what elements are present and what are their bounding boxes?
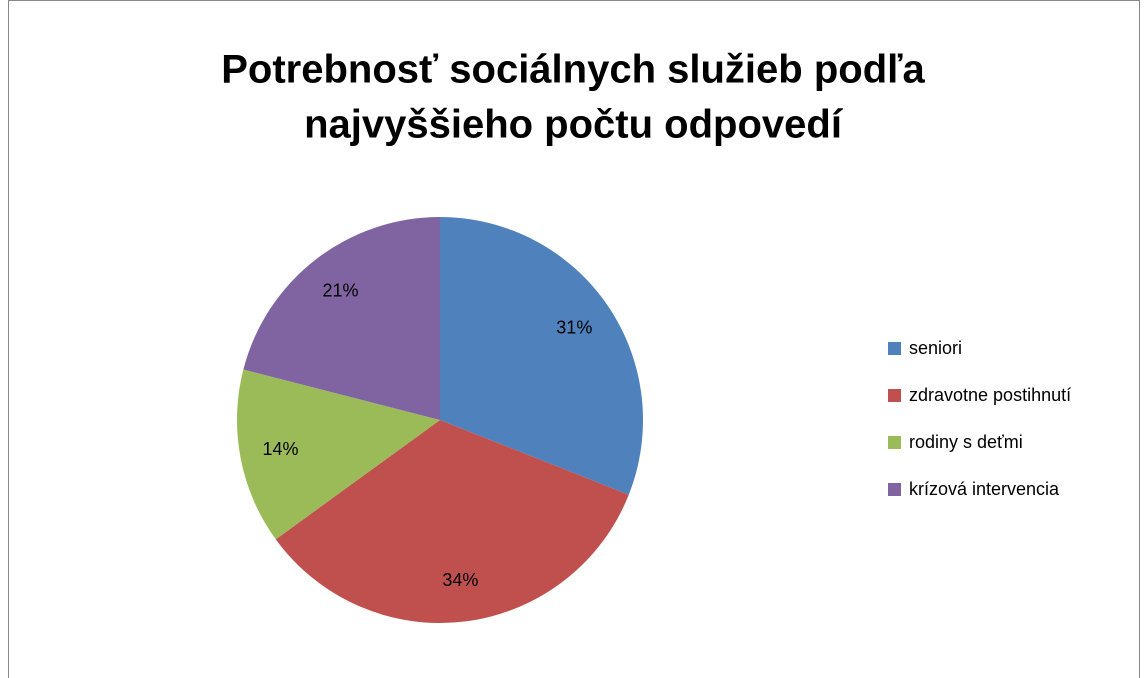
pie-slice [440,217,643,495]
legend-label: zdravotne postihnutí [909,385,1071,405]
legend-swatch [888,483,901,496]
chart-title: Potrebnosť sociálnych služieb podľa [221,48,925,92]
legend-label: krízová intervencia [909,479,1060,499]
legend-label: seniori [909,338,962,358]
legend-swatch [888,342,901,355]
legend-swatch [888,436,901,449]
chart-title: najvyššieho počtu odpovedí [304,103,844,147]
pie-slice [275,420,629,623]
pie-slice [243,217,440,420]
pie-slice [236,369,440,540]
data-label: 21% [322,280,358,300]
legend-swatch [888,389,901,402]
legend-label: rodiny s deťmi [909,432,1023,452]
data-label: 34% [442,570,478,590]
data-label: 14% [262,439,298,459]
data-label: 31% [556,317,592,337]
